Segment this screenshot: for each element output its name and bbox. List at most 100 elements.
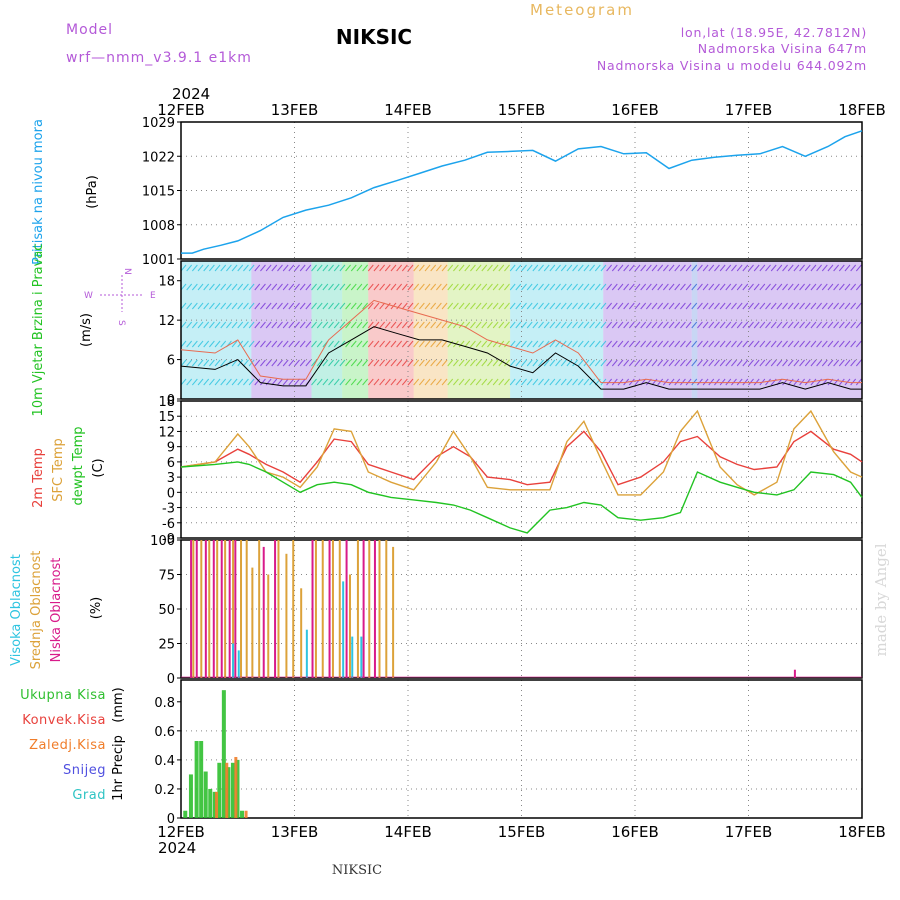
- wind-barb: [572, 302, 578, 310]
- wind-barb: [208, 340, 215, 348]
- wind-barb: [583, 321, 590, 329]
- wind-barb: [685, 359, 692, 367]
- wind-barb: [430, 378, 437, 386]
- wind-barb: [725, 302, 732, 310]
- wind-barb: [464, 302, 471, 310]
- wind-barb: [498, 378, 505, 386]
- wind-barb: [810, 302, 817, 310]
- wind-barb: [282, 321, 289, 329]
- wind-barb: [736, 302, 743, 310]
- wind-barb: [515, 359, 522, 367]
- wind-barb: [674, 302, 681, 310]
- wind-barb: [566, 302, 573, 310]
- wind-barb: [509, 378, 516, 386]
- cloud-ylabel-3: Niska Oblacnost: [49, 558, 64, 663]
- wind-barb: [316, 359, 323, 367]
- wind-barb: [606, 321, 613, 329]
- wind-barb: [702, 264, 709, 272]
- wind-barb: [555, 378, 561, 386]
- wind-barb: [685, 302, 692, 310]
- wind-barb: [271, 340, 278, 348]
- y-tick-label: 15: [158, 410, 175, 425]
- wind-barb: [390, 359, 397, 367]
- wind-barb: [243, 264, 249, 272]
- wind-barb: [736, 283, 743, 291]
- panel-frame: [180, 121, 863, 260]
- wind-barb: [657, 283, 664, 291]
- y-tick-label: -3: [162, 502, 175, 517]
- wind-barb: [305, 264, 312, 272]
- wind-barb: [311, 378, 317, 386]
- wind-barb: [782, 321, 788, 329]
- wind-barb: [799, 264, 805, 272]
- wind-barb: [521, 359, 527, 367]
- wind-barb: [691, 378, 698, 386]
- precip-bar: [199, 741, 204, 818]
- wind-barb: [435, 264, 442, 272]
- wind-barb: [538, 264, 544, 272]
- wind-barb: [453, 321, 459, 329]
- wind-barb: [328, 264, 334, 272]
- wind-barb: [220, 302, 227, 310]
- wind-barb: [367, 359, 374, 367]
- wind-barb: [793, 283, 800, 291]
- wind-barb: [345, 340, 351, 348]
- wind-barb: [515, 264, 522, 272]
- wind-barb: [254, 378, 261, 386]
- wind-barb: [566, 359, 573, 367]
- wind-barb: [577, 359, 584, 367]
- cloud-bar: [314, 540, 317, 678]
- wind-barb: [390, 340, 397, 348]
- wind-barb: [384, 283, 391, 291]
- wind-barb: [804, 283, 811, 291]
- wind-barb: [231, 378, 238, 386]
- wind-barb: [214, 264, 221, 272]
- wind-barb: [776, 340, 783, 348]
- wind-barb: [504, 359, 510, 367]
- wind-barb: [180, 359, 187, 367]
- wind-barb: [191, 340, 198, 348]
- wind-barb: [748, 264, 754, 272]
- wind-barb: [793, 378, 800, 386]
- wind-barb: [759, 264, 766, 272]
- wind-barb: [475, 283, 482, 291]
- wind-barb: [560, 283, 567, 291]
- wind-barb: [356, 359, 363, 367]
- wind-barb: [339, 283, 346, 291]
- wind-barb: [299, 302, 306, 310]
- wind-barb: [430, 283, 437, 291]
- wind-barb: [765, 302, 771, 310]
- wind-barb: [821, 283, 828, 291]
- wind-barb: [748, 378, 754, 386]
- wind-barb: [435, 340, 442, 348]
- wind-gust-line: [180, 299, 862, 384]
- wind-barb: [674, 378, 681, 386]
- wind-barb: [379, 378, 386, 386]
- wind-barb: [538, 321, 544, 329]
- wind-barb: [850, 321, 857, 329]
- wind-barb: [294, 359, 300, 367]
- wind-barb: [577, 264, 584, 272]
- wind-barb: [424, 359, 431, 367]
- wind-barb: [549, 359, 556, 367]
- wind-barb: [435, 378, 442, 386]
- cloud-bar: [351, 636, 354, 678]
- wind-barb: [844, 283, 851, 291]
- wind-barb: [367, 378, 374, 386]
- cloud-bar: [321, 540, 324, 678]
- wind-barb: [606, 340, 613, 348]
- wind-barb: [254, 264, 261, 272]
- wind-barb: [260, 378, 266, 386]
- wind-barb: [362, 378, 368, 386]
- precip-ylabel: 1hr Precip: [111, 735, 126, 801]
- cloud-bar: [338, 540, 341, 678]
- wind-barb: [481, 321, 488, 329]
- wind-barb: [714, 264, 720, 272]
- wind-barb: [197, 359, 204, 367]
- wind-barb: [594, 340, 601, 348]
- wind-barb: [299, 264, 306, 272]
- precip-bar: [221, 690, 226, 818]
- wind-barb: [208, 359, 215, 367]
- wind-barb: [271, 302, 278, 310]
- cloud-ylabel-2: Srednja Oblacnost: [29, 551, 44, 670]
